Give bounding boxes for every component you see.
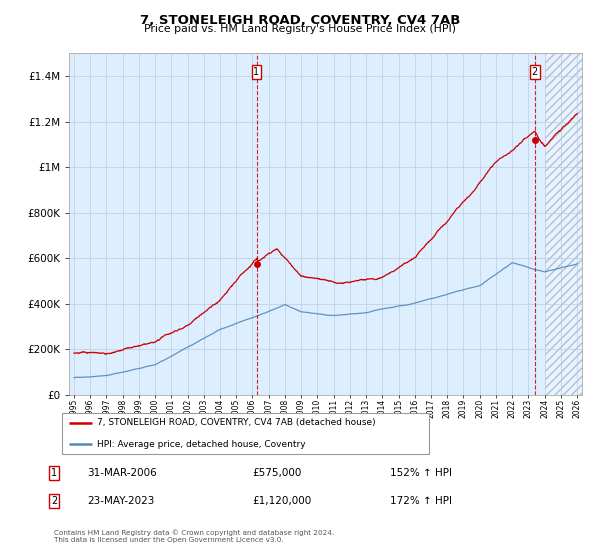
Text: 1: 1 xyxy=(51,468,57,478)
Text: 2: 2 xyxy=(51,496,57,506)
Text: 172% ↑ HPI: 172% ↑ HPI xyxy=(390,496,452,506)
FancyBboxPatch shape xyxy=(62,413,430,454)
Text: 31-MAR-2006: 31-MAR-2006 xyxy=(87,468,157,478)
Text: 7, STONELEIGH ROAD, COVENTRY, CV4 7AB: 7, STONELEIGH ROAD, COVENTRY, CV4 7AB xyxy=(140,14,460,27)
Text: £1,120,000: £1,120,000 xyxy=(252,496,311,506)
Text: 2: 2 xyxy=(532,67,538,77)
Text: HPI: Average price, detached house, Coventry: HPI: Average price, detached house, Cove… xyxy=(97,440,306,449)
Text: 152% ↑ HPI: 152% ↑ HPI xyxy=(390,468,452,478)
Text: £575,000: £575,000 xyxy=(252,468,301,478)
Text: 7, STONELEIGH ROAD, COVENTRY, CV4 7AB (detached house): 7, STONELEIGH ROAD, COVENTRY, CV4 7AB (d… xyxy=(97,418,376,427)
Text: 1: 1 xyxy=(253,67,260,77)
Text: 23-MAY-2023: 23-MAY-2023 xyxy=(87,496,154,506)
Text: Contains HM Land Registry data © Crown copyright and database right 2024.
This d: Contains HM Land Registry data © Crown c… xyxy=(54,529,334,543)
Text: Price paid vs. HM Land Registry's House Price Index (HPI): Price paid vs. HM Land Registry's House … xyxy=(144,24,456,34)
